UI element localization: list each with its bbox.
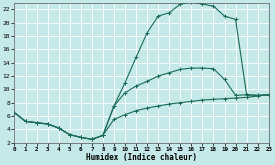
X-axis label: Humidex (Indice chaleur): Humidex (Indice chaleur) [86, 153, 197, 162]
